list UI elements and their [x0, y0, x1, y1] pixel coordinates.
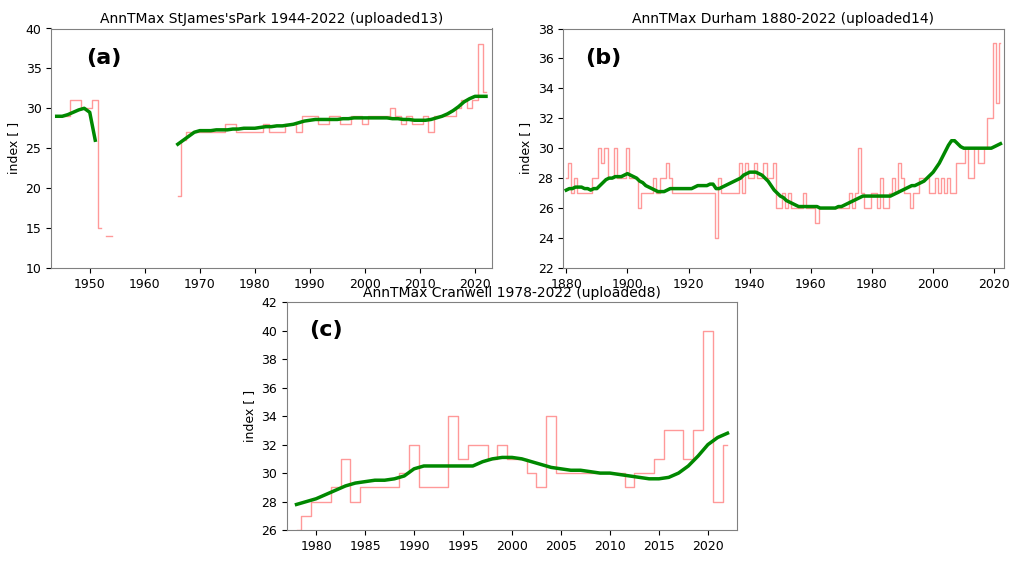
- Title: AnnTMax Cranwell 1978-2022 (uploaded8): AnnTMax Cranwell 1978-2022 (uploaded8): [364, 286, 660, 300]
- Y-axis label: index [ ]: index [ ]: [7, 122, 20, 174]
- Title: AnnTMax StJames'sPark 1944-2022 (uploaded13): AnnTMax StJames'sPark 1944-2022 (uploade…: [99, 12, 443, 26]
- Y-axis label: index [ ]: index [ ]: [519, 122, 532, 174]
- Title: AnnTMax Durham 1880-2022 (uploaded14): AnnTMax Durham 1880-2022 (uploaded14): [633, 12, 934, 26]
- Text: (c): (c): [309, 320, 343, 340]
- Text: (a): (a): [86, 48, 122, 68]
- Y-axis label: index [ ]: index [ ]: [243, 390, 256, 442]
- Text: (b): (b): [586, 48, 622, 68]
